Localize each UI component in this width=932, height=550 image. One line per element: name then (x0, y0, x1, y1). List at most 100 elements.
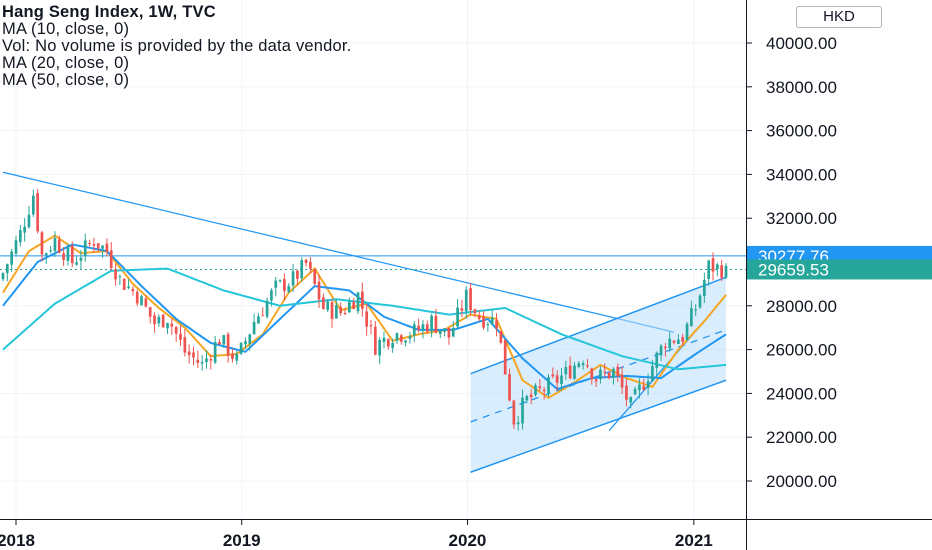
candle-body (646, 381, 650, 388)
candle-body (707, 260, 711, 280)
candle-body (79, 257, 83, 261)
candle-body (629, 397, 633, 403)
candle-body (339, 306, 343, 314)
candle-body (296, 270, 299, 279)
candle-body (668, 338, 672, 349)
candle-body (265, 300, 269, 317)
candle-body (317, 281, 321, 300)
candle-body (140, 296, 143, 306)
candle-body (278, 280, 282, 282)
candle-body (594, 379, 598, 382)
candle-body (386, 339, 390, 347)
candle-body (460, 308, 464, 311)
candle-body (499, 331, 503, 343)
y-tick-label: 24000.00 (766, 384, 837, 403)
y-tick-label: 22000.00 (766, 428, 837, 447)
candle-body (638, 384, 641, 391)
candle-body (694, 309, 698, 311)
candle-body (1, 273, 5, 280)
candle-body (538, 386, 542, 389)
candle-body (170, 323, 174, 327)
chart-legend: Hang Seng Index, 1W, TVC MA (10, close, … (2, 4, 352, 89)
y-tick-label: 20000.00 (766, 472, 837, 491)
candle-body (231, 353, 234, 359)
candle-body (18, 230, 22, 243)
candle-body (456, 307, 459, 327)
candle-body (92, 243, 96, 246)
candle-body (57, 239, 61, 253)
candle-body (573, 365, 576, 379)
grid-layer (0, 0, 746, 519)
candle-body (83, 240, 87, 256)
candle-body (153, 315, 156, 325)
candle-body (309, 261, 312, 269)
y-tick-label: 34000.00 (766, 165, 837, 184)
y-tick-label: 40000.00 (766, 34, 837, 53)
candle-body (31, 195, 35, 215)
candle-body (44, 253, 48, 256)
candle-body (122, 278, 126, 290)
trendline (2, 171, 675, 333)
candle-body (270, 290, 273, 301)
candle-body (213, 342, 217, 363)
candle-body (681, 337, 685, 342)
candle-body (300, 260, 304, 279)
candle-body (425, 324, 429, 332)
candle-body (101, 245, 104, 249)
candle-body (490, 317, 494, 325)
candle-body (447, 327, 451, 338)
candle-body (291, 271, 295, 286)
candle-body (495, 320, 498, 329)
candle-body (235, 354, 239, 361)
channel-fill (470, 277, 726, 473)
candle-body (698, 295, 702, 308)
ma50-line (2, 267, 727, 371)
candle-body (313, 269, 317, 284)
candle-body (516, 422, 520, 425)
legend-title: Hang Seng Index, 1W, TVC (2, 3, 216, 21)
currency-button[interactable]: HKD (796, 6, 882, 28)
candle-body (473, 309, 477, 314)
candle-body (222, 335, 226, 345)
candle-body (88, 243, 91, 245)
candle-body (464, 289, 468, 312)
candle-body (560, 375, 563, 384)
candle-body (114, 269, 117, 280)
x-tick-label: 2020 (449, 531, 487, 550)
y-tick-label: 28000.00 (766, 297, 837, 316)
candle-body (200, 361, 204, 364)
legend-volume: Vol: No volume is provided by the data v… (2, 37, 352, 55)
candle-body (196, 359, 200, 363)
y-tick-label: 38000.00 (766, 78, 837, 97)
time-axis-bg (0, 519, 932, 550)
candle-body (633, 388, 637, 395)
candle-body (651, 366, 654, 381)
candle-body (482, 316, 485, 328)
candle-body (360, 291, 364, 309)
candle-body (135, 291, 139, 304)
candle-body (486, 324, 490, 326)
candle-body (218, 341, 221, 345)
candle-body (542, 389, 546, 392)
candle-body (5, 264, 9, 274)
candle-body (257, 316, 260, 324)
candle-body (616, 366, 620, 377)
candle-body (577, 363, 581, 367)
candle-body (356, 292, 360, 312)
candle-body (75, 262, 78, 265)
channel-lower-line (470, 379, 727, 473)
candle-body (503, 339, 507, 375)
drawing-layer (2, 171, 727, 473)
candle-body (335, 305, 338, 319)
candle-body (105, 243, 109, 252)
price-tag (747, 259, 932, 280)
candle-body (443, 328, 446, 332)
candle-body (183, 337, 187, 353)
candle-body (62, 253, 65, 260)
y-tick-label: 32000.00 (766, 209, 837, 228)
candle-body (391, 343, 394, 348)
candle-body (715, 264, 719, 270)
candle-body (672, 340, 676, 343)
